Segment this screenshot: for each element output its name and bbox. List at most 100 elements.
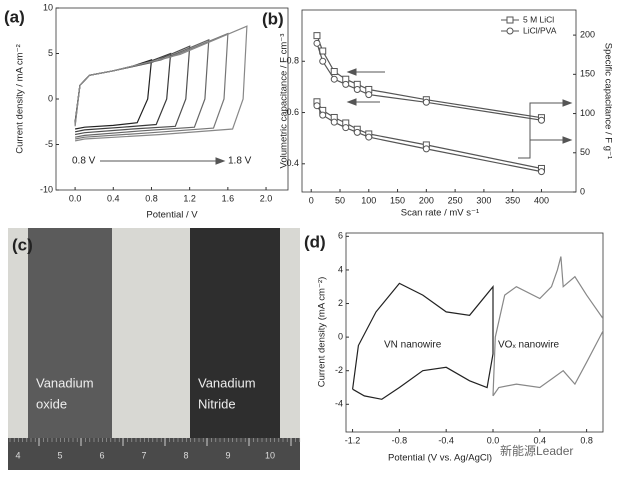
annotation: 1.8 V [228,156,252,167]
plot-frame [301,9,577,193]
series-line [74,45,191,136]
y2-tick-label: 50 [580,147,590,157]
series-line [492,256,603,397]
x-tick-label: -0.4 [438,435,454,445]
oxide-strip [28,228,112,440]
marker [365,133,373,141]
marker [537,116,545,124]
arrow-head [562,99,573,107]
series-line [316,101,542,170]
marker [330,68,338,76]
marker [330,118,338,126]
arrow-head [215,157,226,165]
legend-marker [506,16,514,24]
y-tick-label: -5 [45,139,53,149]
y2-tick-label: 200 [580,29,595,39]
y2-tick-label: 100 [580,108,595,118]
x-axis-label: Potential (V vs. Ag/AgCl) [388,453,492,464]
y-tick-label: 0 [48,93,53,103]
marker [319,111,327,119]
x-tick-label: 350 [505,195,520,205]
x-tick-label: 0.4 [534,435,547,445]
y2-tick-label: 150 [580,69,595,79]
legend-label: LiCl/PVA [523,25,557,35]
marker [365,91,373,99]
x-tick-label: 100 [361,195,376,205]
sample-label: Nitride [198,396,236,411]
y-tick-label: 4 [338,264,343,274]
x-tick-label: 1.6 [222,193,235,203]
x-tick-label: -1.2 [345,435,361,445]
ruler [8,438,300,470]
ruler-label: 5 [57,450,62,460]
y-tick-label: -10 [40,184,53,194]
marker [422,145,430,153]
x-tick-label: 0.0 [69,193,82,203]
y-tick-label: 0.8 [286,56,299,66]
y-tick-label: 0 [338,331,343,341]
series-line [74,32,229,140]
series-line [352,282,494,400]
arrow-head [346,68,357,76]
ruler-label: 4 [15,450,20,460]
x-tick-label: 300 [476,195,491,205]
series-line [316,35,542,119]
x-tick-label: 400 [534,195,549,205]
watermark: 新能源Leader [500,443,573,458]
marker [313,39,321,47]
arrow-head [346,98,357,106]
x-axis-label: Scan rate / mV s⁻¹ [401,208,479,219]
marker [353,128,361,136]
y-tick-label: -4 [335,399,343,409]
x-tick-label: 0 [309,195,314,205]
sample-label: Vanadium [198,375,256,390]
series-line [74,25,248,142]
sample-label: oxide [36,396,67,411]
x-tick-label: 200 [419,195,434,205]
y-tick-label: 0.6 [286,107,299,117]
x-tick-label: 0.0 [487,435,500,445]
photo-panel: (c) Vanadium oxide Vanadium Nitride [8,228,300,470]
series-line [316,43,542,121]
annotation: VN nanowire [384,340,442,351]
x-tick-label: 0.8 [580,435,593,445]
marker [422,98,430,106]
x-tick-label: 250 [448,195,463,205]
y-tick-label: 5 [48,48,53,58]
x-tick-label: 150 [390,195,405,205]
x-tick-label: 50 [335,195,345,205]
nitride-strip [190,228,280,440]
marker [330,75,338,83]
x-tick-label: -0.8 [392,435,408,445]
ruler-label: 10 [265,450,275,460]
x-tick-label: 0.8 [145,193,158,203]
ruler-label: 7 [141,450,146,460]
ruler-label: 8 [183,450,188,460]
y-axis-label: Current density / mA cm⁻² [15,44,26,154]
marker [342,80,350,88]
y-tick-label: 0.4 [286,158,299,168]
series-line [74,52,172,133]
y-axis-label: Current density (mA cm⁻²) [317,277,328,388]
legend-label: 5 M LiCl [523,14,554,24]
marker [313,32,321,40]
annotation: VOₓ nanowire [498,340,560,351]
annotation-arrows [100,68,573,165]
chart-panel: 0.0 0.4 0.8 1.2 1.6 2.0 -10 -5 0 5 10 (a) Potential … [4,2,289,221]
y-axis-label: Volumetric capacitance / F cm⁻³ [279,34,290,169]
x-axis-label: Potential / V [146,210,198,221]
y-tick-label: 6 [338,231,343,241]
ruler-label: 9 [225,450,230,460]
marker [319,57,327,65]
panel-label: (b) [262,9,284,28]
x-tick-label: 1.2 [183,193,196,203]
y2-axis-label: Specific capacitance / F g⁻¹ [602,43,613,159]
sample-label: Vanadium [36,375,94,390]
marker [537,168,545,176]
annotation: 0.8 V [72,156,96,167]
marker [313,102,321,110]
arrow [518,102,566,159]
ruler-label: 6 [99,450,104,460]
panel-label: (d) [304,232,326,251]
